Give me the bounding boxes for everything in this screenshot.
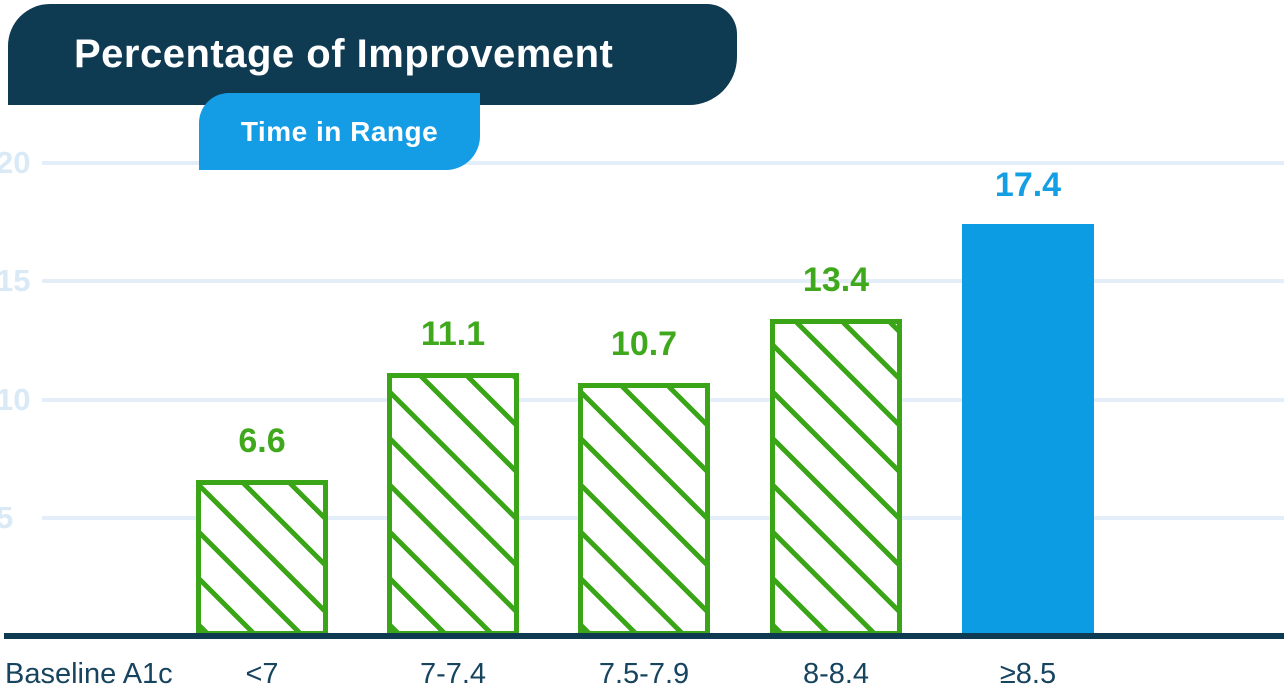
chart-title: Percentage of Improvement [74,32,614,76]
bar-8-8.4 [770,319,902,636]
bar-<7 [196,479,328,636]
x-category-label: <7 [245,658,279,690]
bar-value-label: 13.4 [802,261,870,300]
y-tick-label: 20 [0,145,31,180]
y-tick-label: 15 [0,263,31,299]
chart-title-card: Percentage of Improvement [8,4,737,105]
bar-value-label: 17.4 [994,166,1062,205]
gridline [42,161,1284,165]
chart-subtitle: Time in Range [240,115,439,147]
x-category-label: 7-7.4 [419,658,487,690]
gridline [42,279,1284,284]
chart-subtitle-badge: Time in Range [199,93,480,170]
x-category-label: ≥8.5 [999,658,1057,690]
x-category-label: 7.5-7.9 [598,658,690,690]
bar-value-label: 10.7 [610,324,678,363]
y-tick-label: 10 [0,381,31,417]
x-axis-title: Baseline A1c [5,658,173,690]
x-axis-line [4,633,1284,639]
bar-7-7.4 [387,373,519,636]
y-tick-label: 5 [0,499,14,535]
bar-≥8.5 [962,224,1094,636]
bar-value-label: 11.1 [420,315,486,354]
x-category-label: 8-8.4 [802,658,870,690]
bar-7.5-7.9 [578,382,710,636]
bar-value-label: 6.6 [238,421,286,460]
